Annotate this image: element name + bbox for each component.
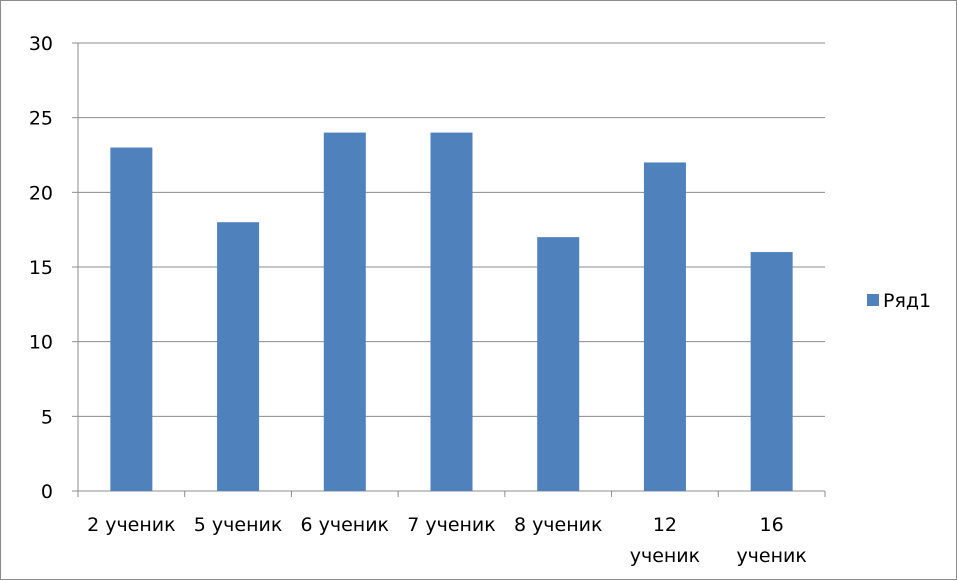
legend-swatch <box>867 294 879 306</box>
y-tick-label: 10 <box>29 332 53 354</box>
y-tick-label: 5 <box>41 406 53 428</box>
x-category-label: 12 ученик <box>630 514 700 567</box>
bar <box>643 162 686 491</box>
bar <box>537 237 580 491</box>
x-category-label: 6 ученик <box>301 514 390 536</box>
y-tick-label: 15 <box>29 257 53 279</box>
x-category-label-line: 12 <box>653 514 677 536</box>
legend-label: Ряд1 <box>883 290 931 312</box>
x-category-label-line: 5 ученик <box>194 514 283 536</box>
x-category-label: 5 ученик <box>194 514 283 536</box>
x-category-label-line: 6 ученик <box>301 514 390 536</box>
bar <box>750 252 793 491</box>
x-category-label-line: 8 ученик <box>514 514 603 536</box>
bar <box>110 147 153 492</box>
x-category-label: 7 ученик <box>407 514 496 536</box>
x-category-label-line: ученик <box>630 545 700 567</box>
x-category-label: 2 ученик <box>87 514 176 536</box>
y-tick-label: 25 <box>29 108 53 130</box>
x-category-label: 8 ученик <box>514 514 603 536</box>
x-category-label-line: 16 <box>760 514 784 536</box>
y-tick-label: 20 <box>29 182 53 204</box>
x-category-label-line: ученик <box>736 545 806 567</box>
bar <box>217 222 260 491</box>
bar <box>323 132 366 491</box>
x-category-label: 16 ученик <box>736 514 806 567</box>
y-tick-label: 30 <box>29 33 53 55</box>
x-category-label-line: 2 ученик <box>87 514 176 536</box>
bar <box>430 132 473 491</box>
y-tick-label: 0 <box>41 481 53 503</box>
x-category-label-line: 7 ученик <box>407 514 496 536</box>
